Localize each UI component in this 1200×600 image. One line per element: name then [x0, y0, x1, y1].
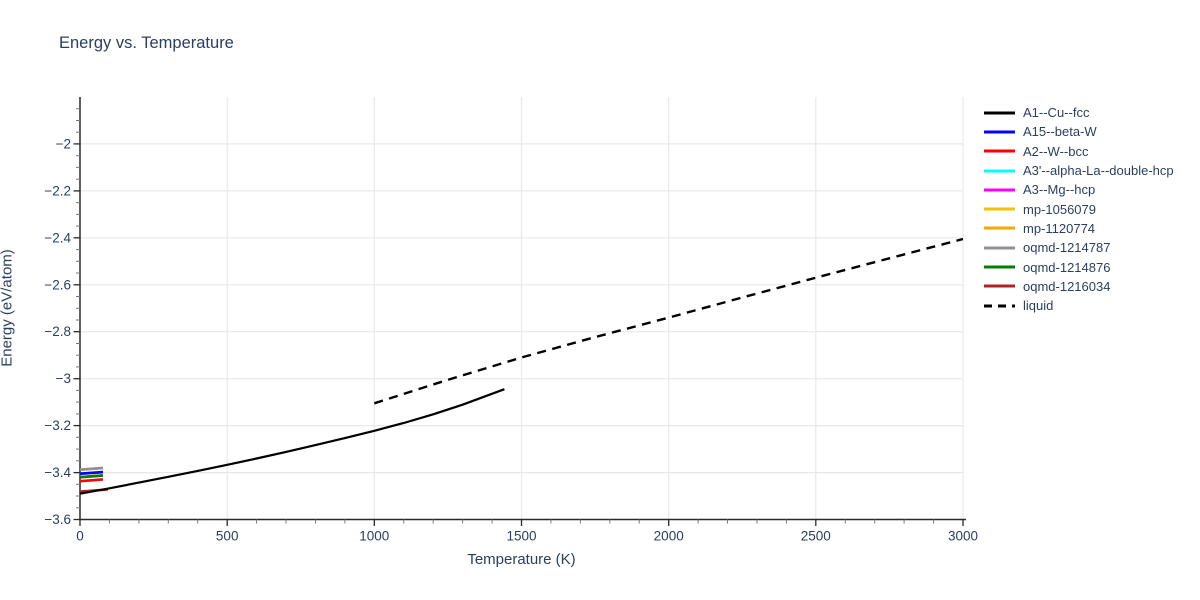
legend-item-a3-mg-hcp[interactable]: A3--Mg--hcp — [984, 180, 1174, 199]
svg-text:−2.6: −2.6 — [44, 277, 71, 292]
svg-text:0: 0 — [76, 529, 84, 544]
legend-item-oqmd-1214876[interactable]: oqmd-1214876 — [984, 257, 1174, 276]
legend-line-swatch — [984, 111, 1015, 115]
legend-label: A2--W--bcc — [1023, 143, 1089, 159]
y-tick-labels: −3.6 −3.4 −3.2 −3 −2.8 −2.6 −2.4 −2.2 −2 — [44, 136, 71, 527]
legend-line-swatch — [984, 246, 1015, 250]
svg-text:−3.2: −3.2 — [44, 418, 71, 433]
legend-item-a15-beta-w[interactable]: A15--beta-W — [984, 122, 1174, 141]
legend-label: A3--Mg--hcp — [1023, 182, 1096, 198]
legend-label: A15--beta-W — [1023, 124, 1097, 140]
series-lines — [79, 237, 964, 495]
legend: A1--Cu--fcc A15--beta-W A2--W--bcc A3'--alp… — [984, 103, 1174, 315]
legend-line-swatch — [984, 207, 1015, 211]
legend-label: oqmd-1214876 — [1023, 259, 1111, 275]
legend-label: A3'--alpha-La--double-hcp — [1023, 163, 1174, 179]
svg-text:−2: −2 — [56, 136, 71, 151]
legend-line-swatch — [984, 188, 1015, 192]
svg-text:3000: 3000 — [948, 529, 978, 544]
legend-item-mp-1120774[interactable]: mp-1120774 — [984, 219, 1174, 238]
svg-text:2000: 2000 — [654, 529, 684, 544]
legend-item-a2-w-bcc[interactable]: A2--W--bcc — [984, 142, 1174, 161]
svg-text:−3.6: −3.6 — [44, 512, 71, 527]
legend-label: A1--Cu--fcc — [1023, 105, 1090, 121]
legend-item-a3-alpha-la-double-hcp[interactable]: A3'--alpha-La--double-hcp — [984, 161, 1174, 180]
legend-line-swatch — [984, 304, 1015, 308]
legend-item-oqmd-1214787[interactable]: oqmd-1214787 — [984, 238, 1174, 257]
svg-text:1000: 1000 — [359, 529, 389, 544]
legend-label: liquid — [1023, 298, 1054, 314]
x-axis-title: Temperature (K) — [467, 551, 576, 568]
y-axis-ticks — [73, 108, 80, 521]
series-a15-beta-w — [79, 470, 104, 475]
legend-item-a1-cu-fcc[interactable]: A1--Cu--fcc — [984, 103, 1174, 122]
axes — [79, 97, 966, 521]
legend-item-mp-1056079[interactable]: mp-1056079 — [984, 199, 1174, 218]
legend-line-swatch — [984, 265, 1015, 269]
x-axis-ticks — [79, 519, 964, 526]
series-a2-w-bcc — [79, 478, 104, 483]
series-oqmd-1214787 — [79, 466, 104, 471]
svg-text:−3: −3 — [56, 371, 71, 386]
y-axis-title: Energy (eV/atom) — [0, 249, 16, 367]
svg-text:−2.4: −2.4 — [44, 230, 71, 245]
svg-text:2500: 2500 — [801, 529, 831, 544]
legend-line-swatch — [984, 284, 1015, 288]
x-tick-labels: 0 500 1000 1500 2000 2500 3000 — [76, 529, 978, 544]
gridlines — [79, 97, 964, 521]
svg-text:−2.8: −2.8 — [44, 324, 71, 339]
legend-line-swatch — [984, 169, 1015, 173]
legend-label: mp-1120774 — [1023, 220, 1096, 236]
series-a1-cu-fcc — [79, 388, 505, 495]
legend-label: oqmd-1216034 — [1023, 278, 1111, 294]
legend-line-swatch — [984, 226, 1015, 230]
legend-label: mp-1056079 — [1023, 201, 1096, 217]
chart-title: Energy vs. Temperature — [59, 34, 234, 52]
svg-text:1500: 1500 — [506, 529, 536, 544]
legend-line-swatch — [984, 130, 1015, 134]
legend-item-liquid[interactable]: liquid — [984, 296, 1174, 315]
svg-text:−3.4: −3.4 — [44, 465, 71, 480]
legend-line-swatch — [984, 149, 1015, 153]
legend-item-oqmd-1216034[interactable]: oqmd-1216034 — [984, 277, 1174, 296]
legend-label: oqmd-1214787 — [1023, 240, 1111, 256]
svg-text:−2.2: −2.2 — [44, 183, 71, 198]
series-oqmd-1214876 — [79, 474, 104, 479]
svg-text:500: 500 — [216, 529, 239, 544]
